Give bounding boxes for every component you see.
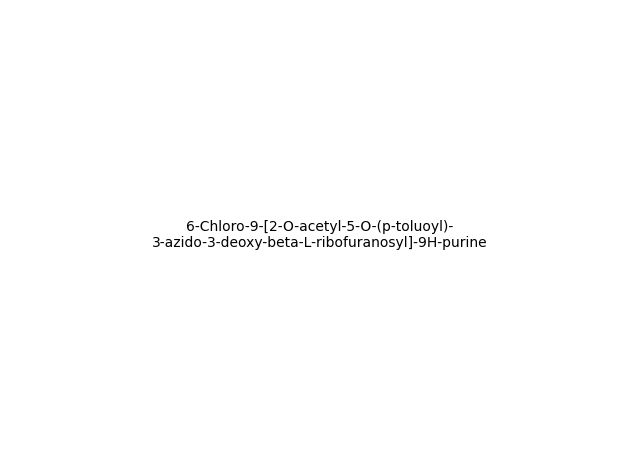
Text: 6-Chloro-9-[2-O-acetyl-5-O-(p-toluoyl)-
3-azido-3-deoxy-beta-L-ribofuranosyl]-9H: 6-Chloro-9-[2-O-acetyl-5-O-(p-toluoyl)- …: [152, 220, 488, 250]
